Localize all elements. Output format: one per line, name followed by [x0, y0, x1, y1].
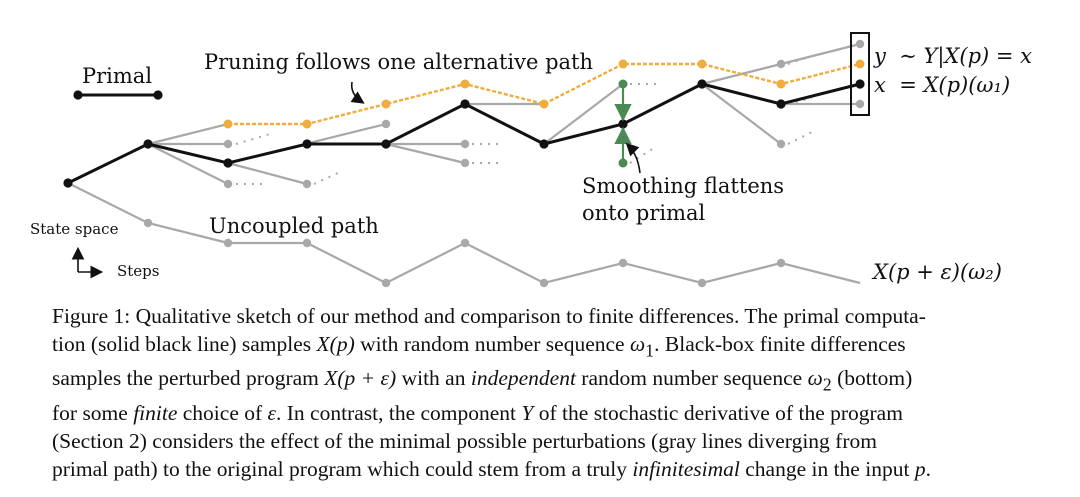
- uncoupled-path-points: [143, 218, 786, 288]
- alternative-dots: [235, 55, 813, 185]
- pruning-label: Pruning follows one alternative path: [204, 50, 593, 74]
- primal-path: [63, 79, 865, 188]
- equation-y: y ∼ Y|X(p) = x: [873, 44, 1032, 69]
- equation-x: x = X(p)(ω₁): [874, 73, 1010, 97]
- caption-line-3: samples the perturbed program X(p + ε) w…: [52, 366, 913, 395]
- primal-legend: Primal: [73, 64, 163, 100]
- axis-steps-label: Steps: [117, 262, 159, 280]
- alternative-points: [223, 39, 865, 189]
- legend-primal-label: Primal: [82, 64, 152, 88]
- figure-sketch: Primal Pruning follows one alternative p…: [30, 32, 1032, 288]
- uncoupled-path: [67, 182, 861, 288]
- pruning-pointer-arrow: [350, 81, 365, 104]
- final-values-box: [850, 32, 870, 116]
- smoothing-label-line2: onto primal: [582, 201, 706, 225]
- smoothing-label-line1: Smoothing flattens: [582, 174, 784, 198]
- caption-line-4: for some finite choice of ε. In contrast…: [52, 400, 903, 425]
- caption-line-1: Figure 1: Qualitative sketch of our meth…: [52, 304, 926, 328]
- pruning-path: [223, 59, 865, 129]
- smoothing-arrows: [614, 79, 632, 168]
- axes-indicator: State space Steps: [30, 220, 159, 280]
- equation-perturbed: X(p + ε)(ω₂): [871, 260, 1002, 284]
- pruning-path-points: [223, 59, 865, 129]
- smoothing-pointer-arrow: [625, 142, 641, 174]
- uncoupled-label: Uncoupled path: [209, 214, 379, 238]
- caption-line-5: (Section 2) considers the effect of the …: [52, 428, 877, 453]
- axis-state-label: State space: [30, 220, 119, 238]
- alternative-branches: [147, 42, 861, 186]
- caption-line-6: primal path) to the original program whi…: [52, 456, 931, 481]
- primal-path-points: [63, 79, 865, 188]
- uncoupled-path-line: [67, 182, 861, 285]
- figure-caption: Figure 1: Qualitative sketch of our meth…: [52, 302, 1052, 483]
- caption-line-2: tion (solid black line) samples X(p) wit…: [52, 332, 906, 361]
